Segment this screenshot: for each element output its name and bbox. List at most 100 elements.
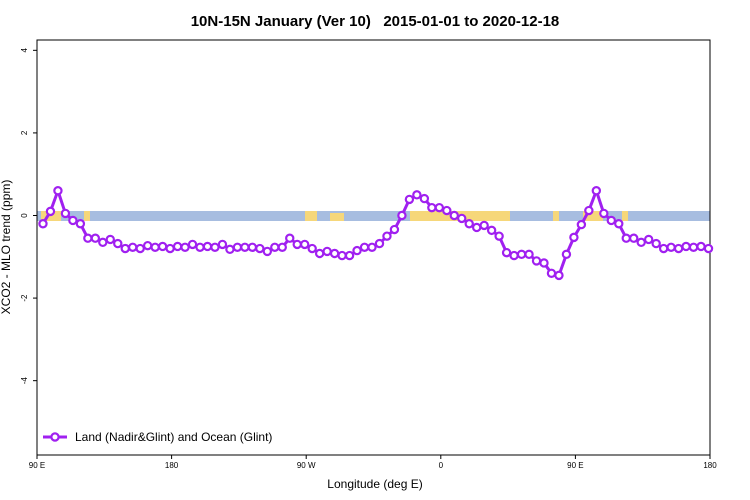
data-point xyxy=(45,206,56,217)
data-point xyxy=(113,238,123,249)
data-point xyxy=(606,215,616,226)
land-patch xyxy=(305,211,317,221)
data-point xyxy=(98,237,108,248)
data-point xyxy=(397,210,407,221)
data-point xyxy=(120,243,130,254)
data-point xyxy=(277,242,287,252)
y-tick-label: -2 xyxy=(20,294,29,302)
data-point xyxy=(576,219,587,230)
data-point xyxy=(247,242,258,252)
data-point xyxy=(83,233,93,243)
data-point xyxy=(75,219,86,229)
data-point xyxy=(255,243,265,254)
data-point xyxy=(165,243,175,254)
y-tick-label: 4 xyxy=(20,48,29,53)
data-point xyxy=(300,239,310,250)
data-point xyxy=(516,249,527,260)
data-point xyxy=(285,233,295,243)
data-point xyxy=(509,250,519,261)
data-point xyxy=(195,242,205,252)
data-point xyxy=(479,220,489,231)
data-point xyxy=(419,193,430,204)
data-point xyxy=(629,233,639,243)
data-point xyxy=(561,249,572,260)
data-point xyxy=(636,237,646,248)
data-point xyxy=(262,246,273,257)
land-patch xyxy=(622,211,628,221)
y-tick-label: 2 xyxy=(20,130,29,135)
data-point xyxy=(38,219,48,229)
data-point xyxy=(658,243,669,254)
data-point xyxy=(105,234,115,245)
data-point xyxy=(404,194,415,205)
data-point xyxy=(599,208,609,219)
data-point xyxy=(60,208,71,219)
x-tick-label: 0 xyxy=(439,461,444,470)
data-point xyxy=(90,233,101,243)
data-point xyxy=(546,268,557,279)
data-point xyxy=(172,241,183,252)
data-point xyxy=(68,215,78,226)
data-point xyxy=(501,247,512,258)
data-point xyxy=(539,258,549,268)
x-tick-label: 180 xyxy=(165,461,179,470)
data-point xyxy=(128,242,138,252)
data-point xyxy=(584,205,594,216)
data-point xyxy=(554,270,564,281)
y-tick-label: -4 xyxy=(20,377,29,385)
data-point xyxy=(389,224,400,235)
data-point xyxy=(651,238,661,249)
data-point xyxy=(591,186,602,196)
data-point xyxy=(270,242,280,252)
data-point xyxy=(217,239,228,250)
x-axis-label: Longitude (deg E) xyxy=(327,477,422,491)
data-point xyxy=(232,242,243,252)
y-axis-label: XCO2 - MLO trend (ppm) xyxy=(0,180,13,315)
data-point xyxy=(486,225,497,236)
data-point xyxy=(524,249,534,260)
data-point xyxy=(449,210,459,221)
data-point xyxy=(464,219,474,229)
legend-label: Land (Nadir&Glint) and Ocean (Glint) xyxy=(75,430,272,444)
data-point xyxy=(681,241,691,252)
data-point xyxy=(329,248,340,259)
land-patch xyxy=(583,211,603,221)
data-point xyxy=(53,186,63,196)
data-point xyxy=(494,231,504,241)
data-point xyxy=(382,231,392,241)
data-point xyxy=(225,244,235,255)
x-tick-label: 180 xyxy=(703,461,717,470)
ocean-band xyxy=(37,211,710,221)
chart-title: 10N-15N January (Ver 10) 2015-01-01 to 2… xyxy=(191,13,560,30)
data-point xyxy=(374,238,385,249)
x-tick-label: 90 W xyxy=(297,461,316,470)
data-point xyxy=(531,256,542,266)
legend-marker xyxy=(50,432,60,442)
y-tick-label: 0 xyxy=(20,213,29,218)
data-point xyxy=(142,240,153,251)
land-patch xyxy=(84,211,90,221)
data-point xyxy=(314,248,325,259)
data-point xyxy=(621,233,631,243)
data-point xyxy=(643,234,654,245)
data-point xyxy=(180,242,190,252)
data-point xyxy=(442,205,452,216)
data-point xyxy=(307,243,317,254)
data-point xyxy=(569,232,579,243)
land-patch xyxy=(330,213,344,221)
data-point xyxy=(703,243,714,254)
x-tick-label: 90 E xyxy=(29,461,45,470)
data-point xyxy=(614,219,624,229)
data-point xyxy=(187,239,198,250)
data-point xyxy=(367,242,377,252)
data-point xyxy=(696,241,706,252)
data-point xyxy=(202,241,213,252)
data-point xyxy=(150,242,160,252)
data-point xyxy=(666,242,676,252)
data-point xyxy=(673,243,684,254)
data-point xyxy=(210,242,220,252)
data-point xyxy=(427,202,437,213)
data-point xyxy=(157,241,168,252)
data-point xyxy=(240,242,250,252)
